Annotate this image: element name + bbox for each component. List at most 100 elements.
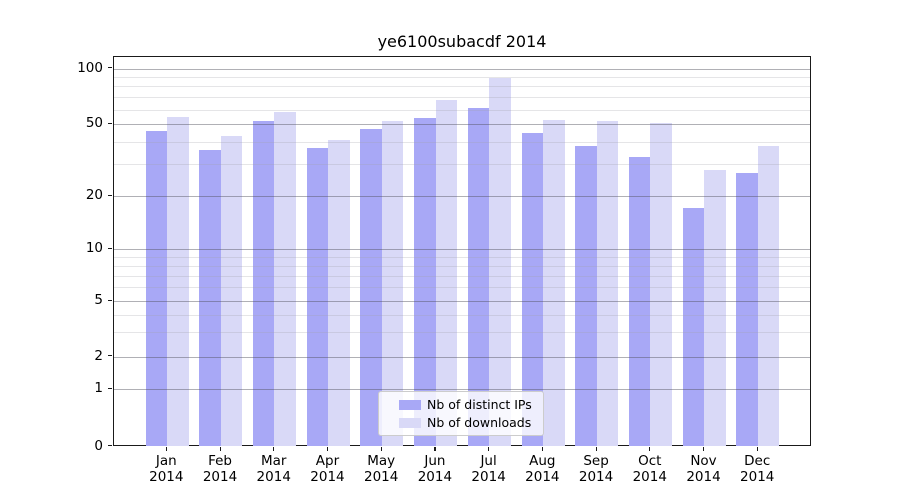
x-axis-tick xyxy=(165,446,167,451)
gridline-minor xyxy=(114,257,810,259)
x-axis-label: Nov 2014 xyxy=(672,453,736,485)
x-axis-tick xyxy=(219,446,221,451)
bar-distinct-ips-apr xyxy=(306,147,329,447)
x-axis-label: Mar 2014 xyxy=(242,453,306,485)
x-axis-label-month: Feb xyxy=(208,452,232,469)
bar-downloads-oct xyxy=(650,122,672,447)
x-axis-label-month: Jul xyxy=(480,452,497,469)
bar-downloads-sep xyxy=(596,121,619,447)
chart-title: ye6100subacdf 2014 xyxy=(377,32,547,51)
legend-label-distinct-ips: Nb of distinct IPs xyxy=(427,397,532,412)
x-axis-label-year: 2014 xyxy=(310,468,345,485)
x-axis-label-month: May xyxy=(367,452,396,469)
x-axis-label: Feb 2014 xyxy=(188,453,252,485)
x-axis-label-year: 2014 xyxy=(149,468,184,485)
x-axis-label-month: Aug xyxy=(529,452,556,469)
bar-distinct-ips-feb xyxy=(199,150,221,447)
x-axis-tick xyxy=(756,446,758,451)
bar-downloads-feb xyxy=(220,136,243,447)
x-axis-label: Jun 2014 xyxy=(403,453,467,485)
gridline-major xyxy=(114,249,810,251)
y-axis-tick xyxy=(108,247,113,249)
y-axis-tick xyxy=(108,67,113,69)
legend-item-distinct-ips: Nb of distinct IPs xyxy=(399,397,543,412)
x-axis-label-year: 2014 xyxy=(363,468,399,485)
gridline-minor xyxy=(114,331,810,333)
x-axis-label: Sep 2014 xyxy=(564,453,628,485)
y-axis-tick xyxy=(108,194,113,196)
x-axis-tick xyxy=(326,446,329,451)
plot-area xyxy=(113,56,811,447)
y-axis-tick xyxy=(108,355,113,357)
bar-downloads-dec xyxy=(757,145,780,447)
gridline-minor xyxy=(114,86,810,88)
gridline-minor xyxy=(114,141,810,143)
x-axis-tick xyxy=(703,446,705,451)
bar-downloads-jul xyxy=(489,77,511,447)
x-axis-label-year: 2014 xyxy=(632,468,667,485)
gridline-minor xyxy=(114,109,810,111)
x-axis-label-year: 2014 xyxy=(740,468,775,485)
x-axis-label-year: 2014 xyxy=(202,468,238,485)
x-axis-label-month: Sep xyxy=(583,452,609,469)
y-axis-label: 1 xyxy=(94,380,103,397)
y-axis-label: 0 xyxy=(94,437,103,454)
legend-item-downloads: Nb of downloads xyxy=(399,415,543,430)
y-axis-label: 20 xyxy=(85,187,103,203)
bar-distinct-ips-nov xyxy=(682,208,705,447)
x-axis-label-month: Nov xyxy=(690,452,717,469)
bar-distinct-ips-jan xyxy=(145,130,167,447)
gridline-minor xyxy=(114,275,810,277)
bar-distinct-ips-jul xyxy=(467,108,490,447)
y-axis-tick xyxy=(108,445,113,447)
bar-downloads-may xyxy=(381,121,404,447)
bar-distinct-ips-aug xyxy=(521,132,544,447)
x-axis-tick xyxy=(595,446,597,451)
x-axis-label: May 2014 xyxy=(349,453,413,485)
gridline-minor xyxy=(114,265,810,267)
gridline-major xyxy=(114,196,810,197)
x-axis-label-month: Jan xyxy=(155,452,177,469)
x-axis-label-year: 2014 xyxy=(417,468,453,485)
bar-distinct-ips-may xyxy=(360,129,382,447)
x-axis-label-year: 2014 xyxy=(256,468,291,485)
bar-distinct-ips-sep xyxy=(575,145,597,447)
bar-downloads-aug xyxy=(543,119,565,447)
bar-downloads-jun xyxy=(435,99,458,447)
y-axis-tick xyxy=(108,387,113,389)
x-axis-label-year: 2014 xyxy=(578,468,614,485)
y-axis-label: 10 xyxy=(85,240,103,257)
gridline-major xyxy=(114,356,810,358)
y-axis-label: 100 xyxy=(77,59,103,76)
x-axis-label-month: Apr xyxy=(315,452,340,469)
x-axis-label-year: 2014 xyxy=(471,468,506,485)
x-axis-label-month: Mar xyxy=(260,452,287,469)
x-axis-label-year: 2014 xyxy=(525,468,560,485)
bar-distinct-ips-dec xyxy=(736,172,758,447)
gridline-major xyxy=(114,301,810,302)
legend: Nb of distinct IPs Nb of downloads xyxy=(378,391,544,436)
x-axis-label: Oct 2014 xyxy=(618,453,682,485)
x-axis-label: Dec 2014 xyxy=(725,453,789,485)
x-axis-label: Apr 2014 xyxy=(295,453,359,485)
legend-label-downloads: Nb of downloads xyxy=(427,415,532,430)
y-axis-tick xyxy=(108,122,113,124)
y-axis-tick xyxy=(108,299,113,301)
bar-downloads-apr xyxy=(328,139,350,447)
bar-downloads-jan xyxy=(167,116,189,447)
gridline-minor xyxy=(114,287,810,289)
gridline-minor xyxy=(114,97,810,99)
gridline-major xyxy=(114,389,810,391)
gridline-minor xyxy=(114,314,810,316)
x-axis-tick xyxy=(380,446,382,451)
gridline-major xyxy=(114,124,810,126)
x-axis-tick xyxy=(649,446,651,451)
gridline-minor xyxy=(114,76,810,78)
x-axis-label: Jan 2014 xyxy=(134,453,198,485)
x-axis-label: Aug 2014 xyxy=(510,453,574,485)
bar-distinct-ips-oct xyxy=(628,156,651,447)
bar-distinct-ips-jun xyxy=(414,118,436,447)
legend-swatch-downloads-icon xyxy=(399,417,421,428)
x-axis-label-year: 2014 xyxy=(686,468,721,485)
